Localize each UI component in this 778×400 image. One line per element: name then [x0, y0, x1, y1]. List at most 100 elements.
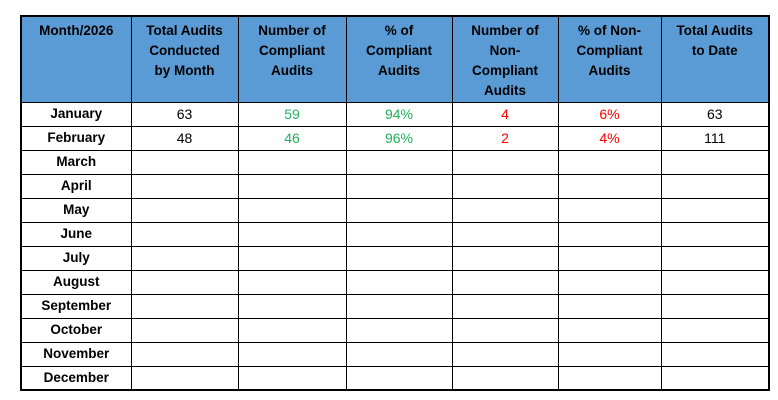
cell-noncompliant-pct[interactable]	[557, 341, 662, 367]
cell-compliant-count[interactable]	[237, 341, 347, 367]
cell-audits-to-date[interactable]	[660, 317, 770, 343]
cell-audits-to-date[interactable]	[660, 245, 770, 271]
table-row-december: December	[20, 365, 770, 391]
cell-total-audits[interactable]	[130, 365, 239, 391]
table-row-february: February 48 46 96% 2 4% 111	[20, 125, 770, 151]
cell-noncompliant-pct[interactable]	[557, 173, 662, 199]
table-row-november: November	[20, 341, 770, 367]
cell-total-audits[interactable]	[130, 341, 239, 367]
cell-audits-to-date[interactable]	[660, 173, 770, 199]
cell-noncompliant-count[interactable]	[451, 173, 559, 199]
cell-total-audits[interactable]: 63	[130, 101, 239, 127]
cell-compliant-count[interactable]	[237, 197, 347, 223]
cell-noncompliant-count[interactable]	[451, 293, 559, 319]
cell-total-audits[interactable]	[130, 221, 239, 247]
table-row-may: May	[20, 197, 770, 223]
cell-total-audits[interactable]	[130, 317, 239, 343]
cell-month: January	[20, 101, 132, 127]
cell-compliant-count[interactable]: 46	[237, 125, 347, 151]
cell-compliant-count[interactable]	[237, 221, 347, 247]
cell-noncompliant-pct[interactable]	[557, 245, 662, 271]
cell-noncompliant-count[interactable]	[451, 197, 559, 223]
cell-noncompliant-count[interactable]	[451, 269, 559, 295]
cell-compliant-count[interactable]	[237, 293, 347, 319]
cell-compliant-pct[interactable]	[345, 197, 453, 223]
cell-month: July	[20, 245, 132, 271]
cell-audits-to-date[interactable]	[660, 197, 770, 223]
header-row: Month/2026 Total Audits Conducted by Mon…	[20, 15, 770, 103]
cell-compliant-pct[interactable]	[345, 269, 453, 295]
cell-noncompliant-count[interactable]: 2	[451, 125, 559, 151]
cell-month: December	[20, 365, 132, 391]
cell-noncompliant-count[interactable]	[451, 221, 559, 247]
cell-audits-to-date[interactable]	[660, 221, 770, 247]
cell-total-audits[interactable]	[130, 149, 239, 175]
table-row-january: January 63 59 94% 4 6% 63	[20, 101, 770, 127]
cell-compliant-pct[interactable]	[345, 245, 453, 271]
table-body: January 63 59 94% 4 6% 63 February 48 46…	[20, 101, 770, 391]
cell-compliant-pct[interactable]	[345, 365, 453, 391]
column-header-noncompliant-count: Number of Non- Compliant Audits	[451, 15, 559, 103]
cell-audits-to-date[interactable]: 63	[660, 101, 770, 127]
table-row-september: September	[20, 293, 770, 319]
cell-noncompliant-pct[interactable]	[557, 149, 662, 175]
cell-month: October	[20, 317, 132, 343]
cell-noncompliant-pct[interactable]	[557, 293, 662, 319]
cell-compliant-pct[interactable]	[345, 221, 453, 247]
cell-compliant-count[interactable]	[237, 173, 347, 199]
cell-compliant-pct[interactable]	[345, 173, 453, 199]
cell-compliant-count[interactable]	[237, 317, 347, 343]
cell-compliant-count[interactable]	[237, 245, 347, 271]
cell-noncompliant-pct[interactable]	[557, 269, 662, 295]
cell-compliant-count[interactable]	[237, 149, 347, 175]
cell-compliant-count[interactable]	[237, 365, 347, 391]
column-header-compliant-pct: % of Compliant Audits	[345, 15, 453, 103]
column-header-compliant-count: Number of Compliant Audits	[237, 15, 347, 103]
cell-audits-to-date[interactable]: 111	[660, 125, 770, 151]
cell-noncompliant-pct[interactable]	[557, 317, 662, 343]
cell-noncompliant-count[interactable]	[451, 245, 559, 271]
cell-noncompliant-pct[interactable]	[557, 365, 662, 391]
cell-audits-to-date[interactable]	[660, 341, 770, 367]
cell-noncompliant-count[interactable]	[451, 365, 559, 391]
cell-total-audits[interactable]	[130, 269, 239, 295]
cell-noncompliant-pct[interactable]	[557, 221, 662, 247]
cell-audits-to-date[interactable]	[660, 365, 770, 391]
cell-total-audits[interactable]	[130, 173, 239, 199]
cell-compliant-count[interactable]	[237, 269, 347, 295]
cell-compliant-pct[interactable]	[345, 341, 453, 367]
cell-noncompliant-pct[interactable]	[557, 197, 662, 223]
table-row-october: October	[20, 317, 770, 343]
cell-month: November	[20, 341, 132, 367]
table-row-march: March	[20, 149, 770, 175]
cell-noncompliant-count[interactable]	[451, 149, 559, 175]
cell-audits-to-date[interactable]	[660, 293, 770, 319]
cell-audits-to-date[interactable]	[660, 269, 770, 295]
cell-noncompliant-count[interactable]	[451, 341, 559, 367]
cell-total-audits[interactable]: 48	[130, 125, 239, 151]
cell-compliant-pct[interactable]: 96%	[345, 125, 453, 151]
cell-compliant-pct[interactable]: 94%	[345, 101, 453, 127]
cell-compliant-count[interactable]: 59	[237, 101, 347, 127]
column-header-audits-to-date: Total Audits to Date	[660, 15, 770, 103]
cell-noncompliant-pct[interactable]: 6%	[557, 101, 662, 127]
cell-month: April	[20, 173, 132, 199]
cell-total-audits[interactable]	[130, 197, 239, 223]
cell-total-audits[interactable]	[130, 245, 239, 271]
cell-noncompliant-count[interactable]: 4	[451, 101, 559, 127]
cell-compliant-pct[interactable]	[345, 149, 453, 175]
table-row-july: July	[20, 245, 770, 271]
table-row-april: April	[20, 173, 770, 199]
column-header-total-audits: Total Audits Conducted by Month	[130, 15, 239, 103]
cell-noncompliant-count[interactable]	[451, 317, 559, 343]
cell-month: August	[20, 269, 132, 295]
cell-total-audits[interactable]	[130, 293, 239, 319]
table-header: Month/2026 Total Audits Conducted by Mon…	[20, 15, 770, 103]
cell-compliant-pct[interactable]	[345, 317, 453, 343]
cell-compliant-pct[interactable]	[345, 293, 453, 319]
cell-noncompliant-pct[interactable]: 4%	[557, 125, 662, 151]
cell-month: September	[20, 293, 132, 319]
cell-month: May	[20, 197, 132, 223]
cell-audits-to-date[interactable]	[660, 149, 770, 175]
